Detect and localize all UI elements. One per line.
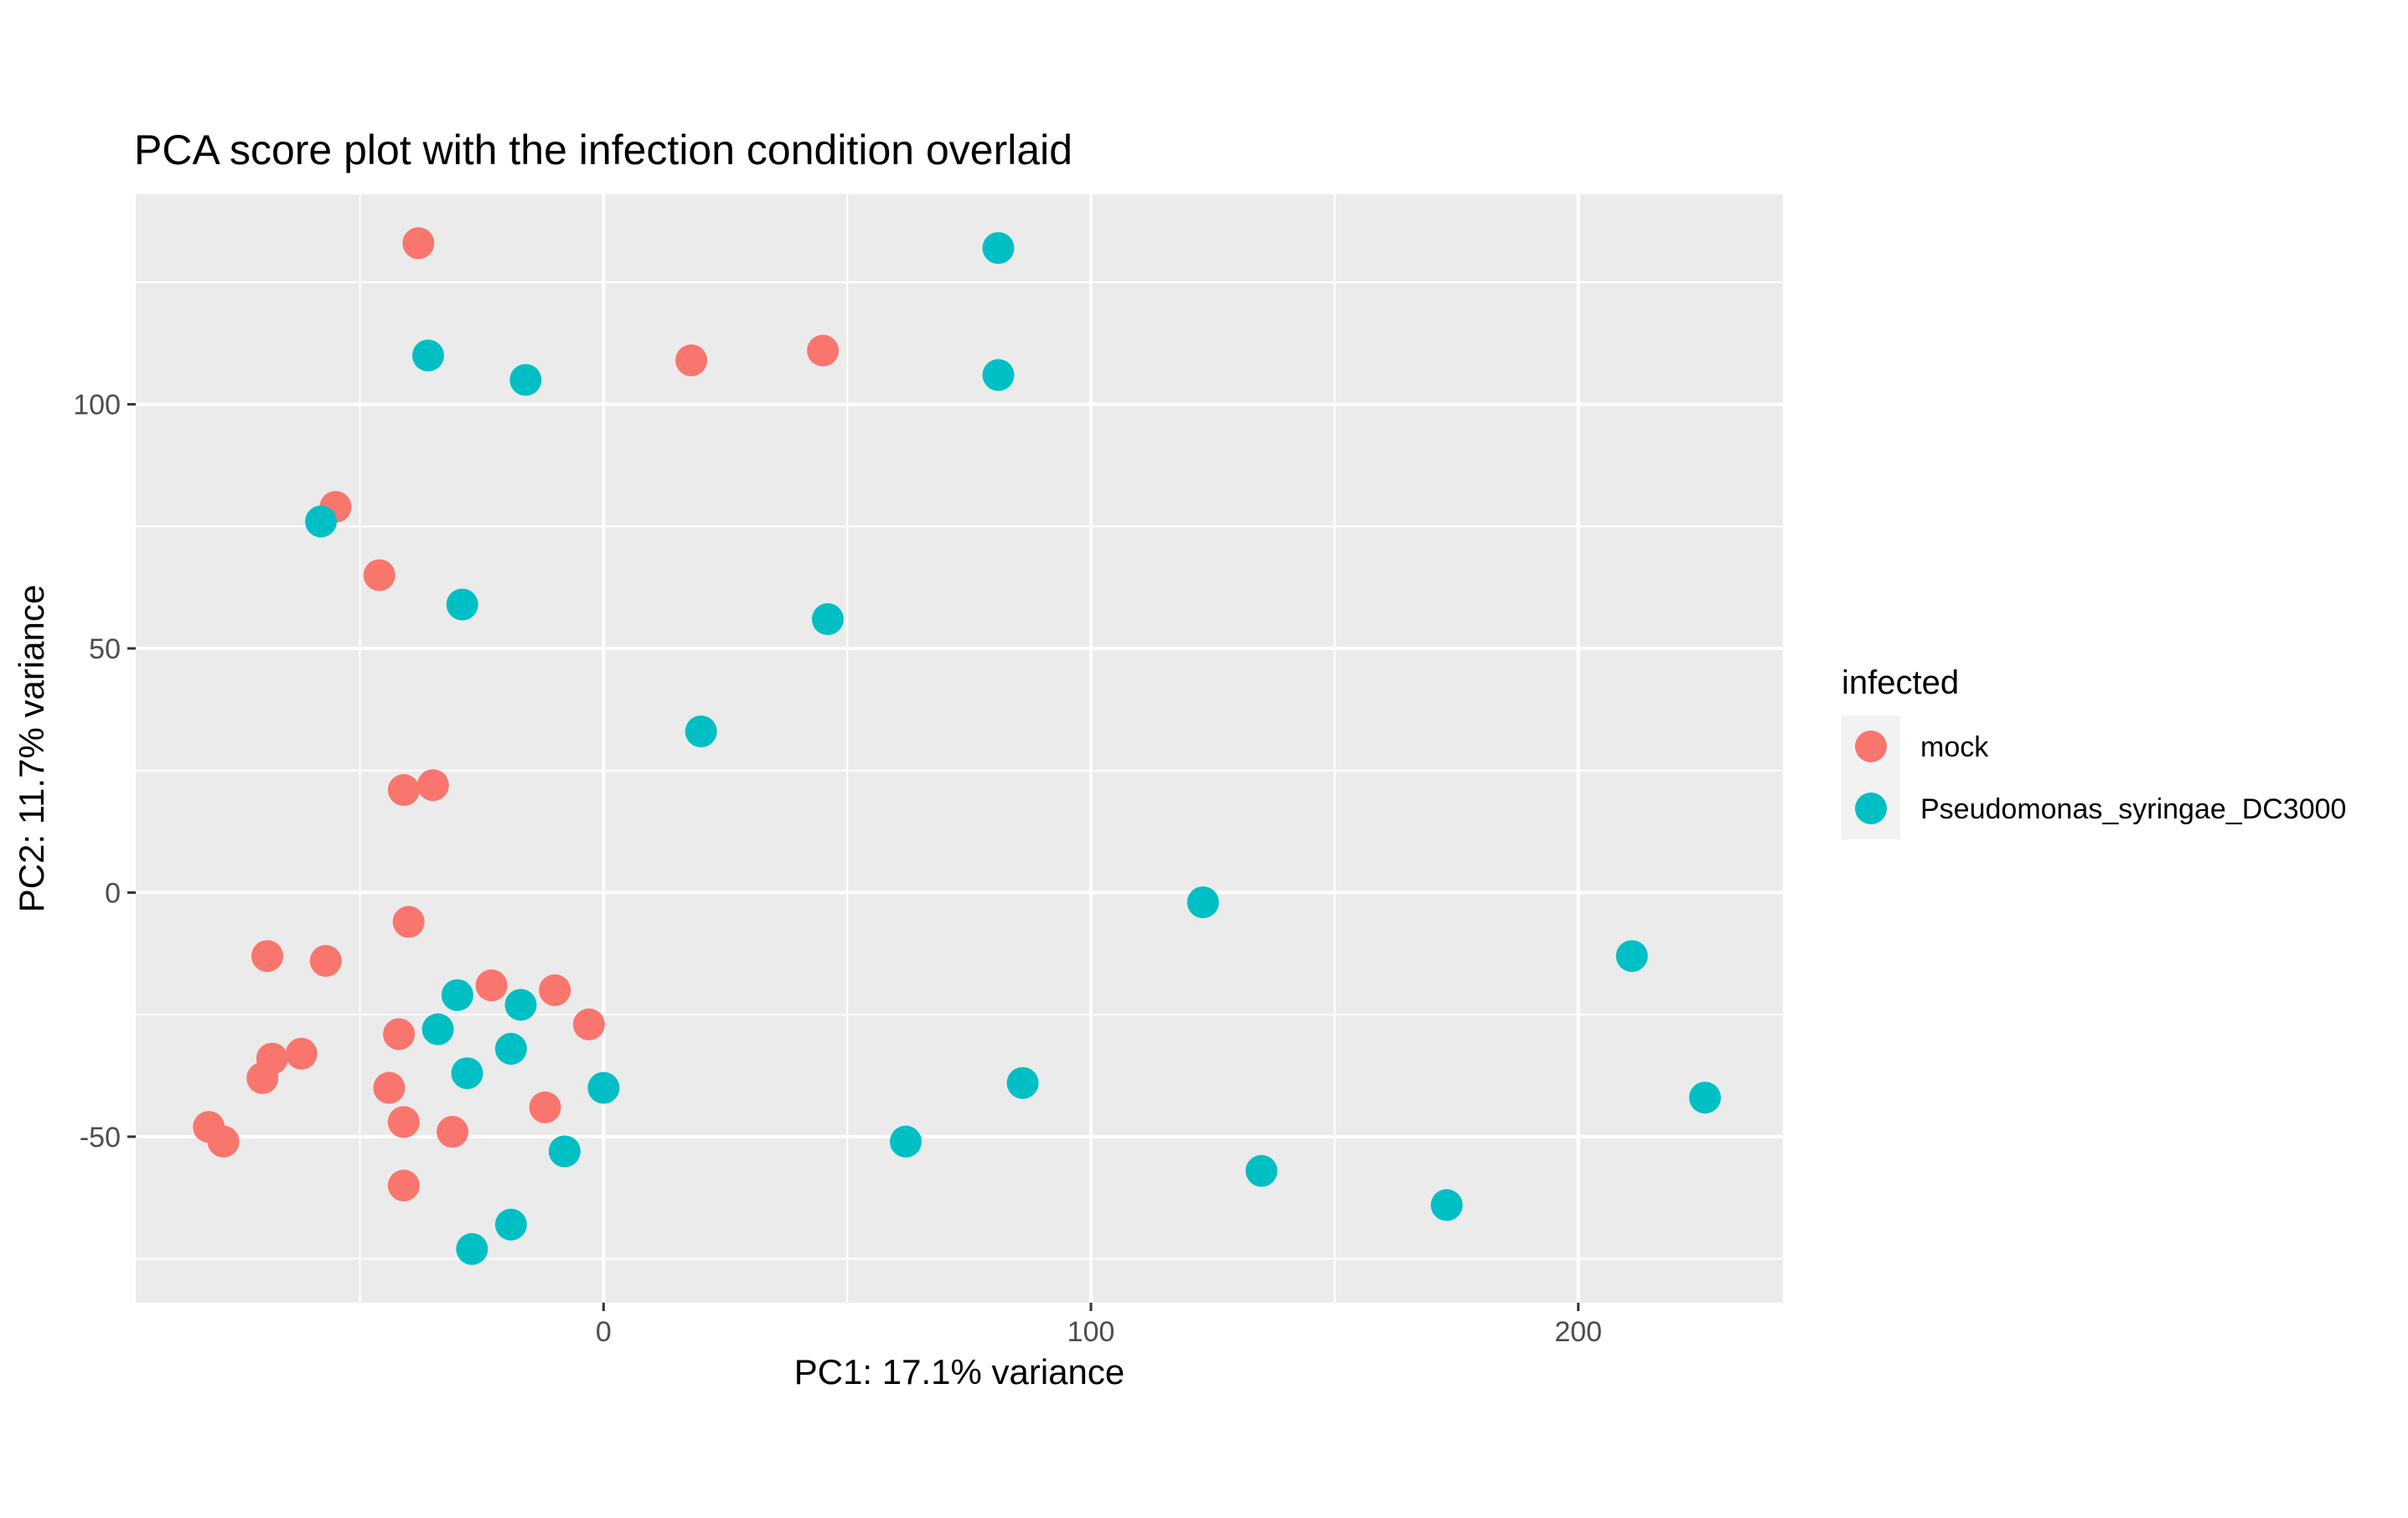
point-pseudomonas-syringae-dc3000: [421, 1013, 454, 1046]
y-axis: -50 0 50 100: [73, 390, 136, 1154]
y-tick-label: 100: [73, 390, 121, 421]
point-pseudomonas-syringae-dc3000: [1186, 886, 1219, 919]
point-pseudomonas-syringae-dc3000: [685, 715, 717, 748]
point-mock: [416, 769, 449, 802]
point-pseudomonas-syringae-dc3000: [548, 1135, 581, 1168]
legend-label: Pseudomonas_syringae_DC3000: [1920, 793, 2346, 825]
legend: infected mock Pseudomonas_syringae_DC3000: [1842, 664, 2346, 839]
point-mock: [475, 969, 508, 1002]
data-points: [193, 227, 1721, 1265]
point-pseudomonas-syringae-dc3000: [890, 1125, 922, 1158]
major-gridlines: [136, 194, 1783, 1303]
point-mock: [437, 1116, 469, 1149]
point-mock: [572, 1008, 605, 1040]
x-tick-label: 0: [596, 1316, 612, 1348]
x-tick-label: 100: [1067, 1316, 1115, 1348]
legend-key: [1855, 793, 1887, 824]
point-mock: [363, 559, 395, 591]
point-pseudomonas-syringae-dc3000: [982, 359, 1015, 391]
point-pseudomonas-syringae-dc3000: [1006, 1066, 1039, 1099]
minor-gridlines: [136, 194, 1783, 1303]
point-mock: [285, 1037, 318, 1070]
point-pseudomonas-syringae-dc3000: [587, 1071, 620, 1104]
y-axis-title: PC2: 11.7% variance: [12, 585, 51, 912]
point-mock: [387, 1169, 420, 1202]
point-pseudomonas-syringae-dc3000: [811, 603, 844, 636]
chart-title: PCA score plot with the infection condit…: [134, 126, 1072, 173]
legend-key: [1855, 731, 1887, 762]
x-axis-title: PC1: 17.1% variance: [794, 1352, 1125, 1392]
point-pseudomonas-syringae-dc3000: [504, 989, 537, 1021]
point-mock: [373, 1071, 406, 1104]
x-axis: 0 100 200: [596, 1303, 1602, 1348]
x-tick-label: 200: [1554, 1316, 1602, 1348]
point-pseudomonas-syringae-dc3000: [446, 588, 478, 621]
point-pseudomonas-syringae-dc3000: [494, 1208, 527, 1241]
point-mock: [387, 774, 420, 807]
point-mock: [387, 1106, 420, 1138]
legend-label: mock: [1920, 731, 1989, 763]
point-pseudomonas-syringae-dc3000: [305, 505, 338, 538]
y-tick-label: 0: [105, 877, 121, 909]
point-pseudomonas-syringae-dc3000: [1615, 940, 1648, 973]
point-pseudomonas-syringae-dc3000: [456, 1232, 488, 1265]
point-mock: [383, 1018, 416, 1051]
point-mock: [402, 227, 435, 260]
point-pseudomonas-syringae-dc3000: [494, 1032, 527, 1065]
point-mock: [529, 1091, 561, 1123]
point-mock: [675, 344, 708, 377]
point-pseudomonas-syringae-dc3000: [451, 1057, 483, 1090]
point-mock: [207, 1125, 240, 1158]
point-mock: [807, 334, 840, 367]
y-tick-label: -50: [80, 1122, 121, 1154]
point-mock: [309, 945, 342, 978]
point-pseudomonas-syringae-dc3000: [509, 364, 542, 396]
point-mock: [246, 1061, 279, 1094]
point-pseudomonas-syringae-dc3000: [982, 232, 1015, 265]
point-pseudomonas-syringae-dc3000: [411, 339, 444, 372]
point-pseudomonas-syringae-dc3000: [1430, 1189, 1463, 1221]
point-mock: [251, 940, 284, 973]
y-tick-label: 50: [89, 633, 121, 665]
legend-title: infected: [1842, 664, 1959, 701]
point-pseudomonas-syringae-dc3000: [441, 978, 473, 1011]
point-pseudomonas-syringae-dc3000: [1245, 1154, 1278, 1187]
point-mock: [392, 906, 425, 938]
point-mock: [539, 973, 571, 1006]
point-pseudomonas-syringae-dc3000: [1688, 1082, 1721, 1114]
